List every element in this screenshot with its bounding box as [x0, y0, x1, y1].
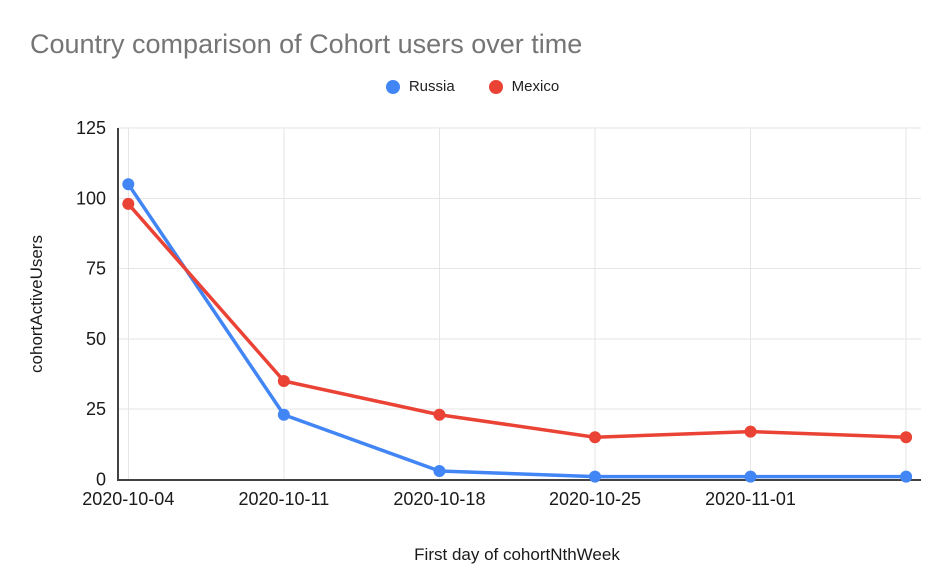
x-axis-tick-labels: 2020-10-04 2020-10-11 2020-10-18 2020-10-25… — [82, 489, 796, 509]
series-markers — [122, 178, 913, 483]
data-point-russia — [122, 178, 135, 191]
x-axis-title: First day of cohortNthWeek — [414, 545, 620, 564]
y-tick-label: 50 — [86, 329, 106, 349]
data-point-mexico — [433, 408, 446, 421]
y-axis-tick-labels: 0 25 50 75 100 125 — [76, 118, 106, 489]
series-line-mexico — [126, 202, 908, 439]
gridlines — [118, 127, 921, 480]
chart-title: Country comparison of Cohort users over … — [30, 29, 583, 59]
data-point-mexico — [122, 197, 135, 210]
legend-item-russia: Russia — [385, 78, 455, 95]
legend-item-mexico: Mexico — [488, 78, 560, 95]
y-tick-label: 125 — [76, 118, 106, 138]
x-tick-label: 2020-11-01 — [705, 489, 796, 509]
series-lines — [126, 182, 908, 479]
data-point-russia — [433, 464, 446, 477]
y-tick-label: 100 — [76, 188, 106, 208]
legend-label-mexico: Mexico — [511, 78, 560, 95]
russia-series-swatch-icon — [385, 79, 400, 94]
data-point-russia — [900, 470, 913, 483]
y-axis-title: cohortActiveUsers — [27, 235, 46, 373]
data-point-mexico — [277, 375, 290, 388]
data-point-russia — [277, 408, 290, 421]
axes — [117, 128, 921, 481]
x-tick-label: 2020-10-04 — [82, 489, 174, 509]
series-line-russia — [126, 182, 908, 479]
y-tick-label: 75 — [86, 259, 106, 279]
y-tick-label: 0 — [96, 469, 106, 489]
legend-label-russia: Russia — [408, 78, 455, 95]
x-tick-label: 2020-10-18 — [393, 489, 485, 509]
y-tick-label: 25 — [86, 399, 106, 419]
data-point-russia — [588, 470, 601, 483]
data-point-mexico — [744, 425, 757, 438]
data-point-mexico — [588, 431, 601, 444]
chart-legend: Russia Mexico — [0, 79, 945, 94]
mexico-series-swatch-icon — [488, 79, 503, 94]
x-tick-label: 2020-10-25 — [549, 489, 641, 509]
x-tick-label: 2020-10-11 — [238, 489, 329, 509]
data-point-mexico — [900, 431, 913, 444]
data-point-russia — [744, 470, 757, 483]
